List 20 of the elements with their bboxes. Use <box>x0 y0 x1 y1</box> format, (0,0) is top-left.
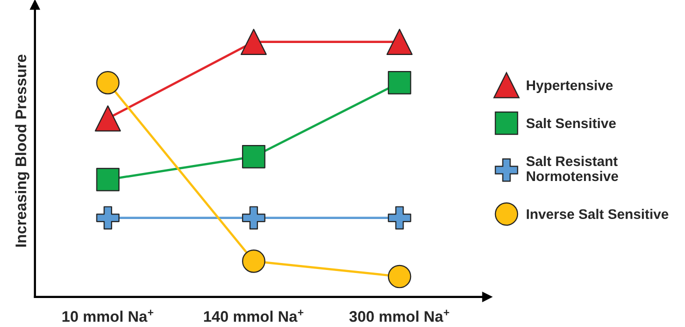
point <box>96 206 120 230</box>
point <box>96 71 120 94</box>
legend-label: Salt Resistant Normotensive <box>526 156 618 182</box>
x-tick-label: 140 mmol Na$^{+}$ <box>204 310 304 322</box>
point <box>388 206 412 230</box>
x-tick-label: 10 mmol Na$^{+}$ <box>62 310 154 322</box>
point <box>388 71 412 94</box>
point <box>242 144 266 168</box>
x-tick-label: 300 mmol Na$^{+}$ <box>349 310 450 322</box>
point <box>94 105 121 132</box>
y-axis-title: Increasing Blood Pressure <box>15 54 30 247</box>
legend-label: Inverse Salt Sensitive <box>526 208 668 220</box>
point <box>388 264 412 288</box>
point <box>386 28 413 55</box>
legend-label: Salt Sensitive <box>526 118 616 128</box>
point <box>96 168 120 192</box>
legend-label: Hypertensive <box>526 80 613 93</box>
point <box>240 28 267 55</box>
point <box>242 250 266 273</box>
point <box>242 206 266 230</box>
